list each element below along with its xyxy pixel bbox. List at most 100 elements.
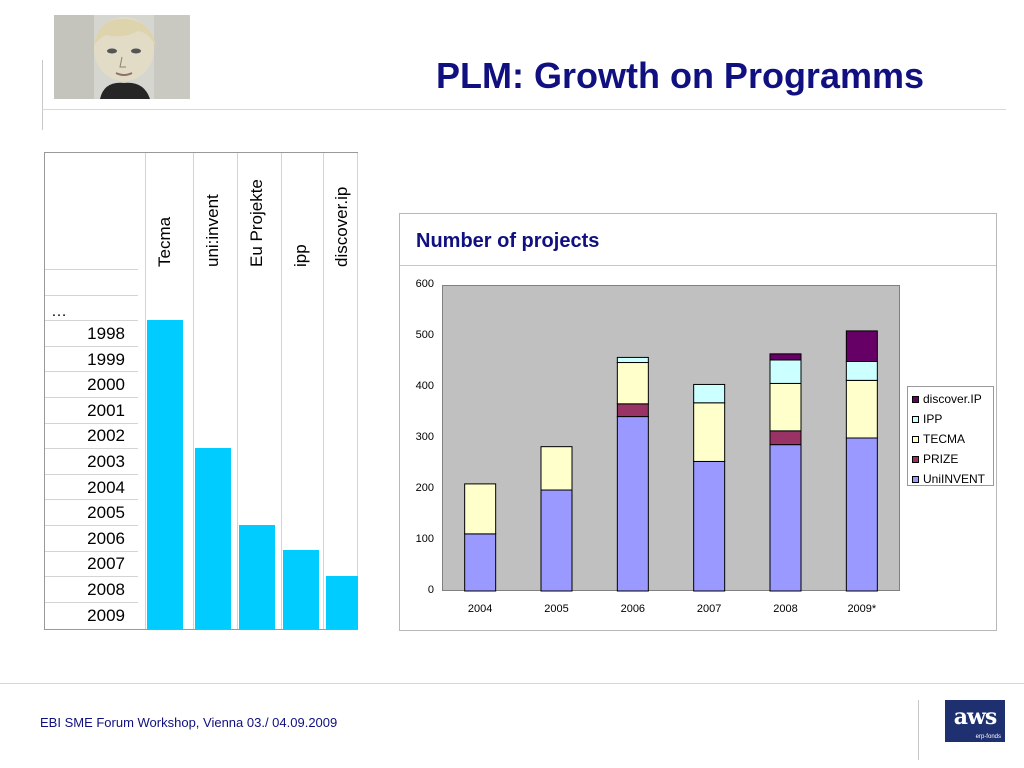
legend-swatch — [912, 396, 919, 403]
table-column-divider — [357, 153, 358, 629]
table-gridline — [45, 601, 138, 603]
year-row-label: 2007 — [87, 554, 125, 574]
y-tick-label: 400 — [415, 380, 434, 392]
table-gridline — [45, 525, 138, 526]
table-gridline — [45, 294, 138, 296]
table-gridline — [45, 269, 138, 270]
table-column-divider — [237, 153, 238, 629]
year-row-label: 2008 — [87, 580, 125, 599]
bar-segment — [693, 460, 726, 592]
bar-segment — [540, 446, 573, 491]
table-gridline — [45, 499, 138, 501]
program-header-uni-invent: uni:invent — [203, 194, 222, 267]
chart-title: Number of projects — [416, 230, 600, 252]
year-row-label: 1999 — [87, 349, 125, 369]
aws-logo: aws erp-fonds — [945, 700, 1005, 742]
program-bar — [326, 576, 358, 629]
legend-item: UniINVENT — [912, 471, 985, 487]
legend-label: TECMA — [923, 432, 965, 446]
program-header-discover-ip: discover.ip — [332, 186, 351, 267]
bar-segment — [769, 444, 802, 592]
y-tick-label: 0 — [427, 584, 434, 596]
table-gridline — [45, 473, 138, 475]
footer-divider-vertical — [918, 700, 919, 760]
header-divider-vertical — [42, 60, 43, 130]
slide-title: PLM: Growth on Programms — [435, 55, 925, 96]
bar-segment — [464, 483, 497, 535]
legend-label: IPP — [923, 412, 943, 426]
projects-chart-panel: Number of projects 0 100 200 300 400 500 600 2… — [399, 213, 997, 631]
x-tick-label: 2004 — [467, 603, 493, 615]
program-header-tecma: Tecma — [155, 216, 174, 267]
legend-item: PRIZE — [912, 451, 958, 467]
legend-item: discover.IP — [912, 391, 982, 407]
program-bar — [195, 448, 231, 629]
year-row-label: 2004 — [87, 477, 125, 497]
year-row-label: 2006 — [87, 528, 125, 548]
header-divider — [42, 109, 1006, 110]
x-tick-label: 2009* — [847, 603, 877, 615]
bar-segment — [845, 330, 878, 363]
bar-segment — [616, 416, 649, 592]
table-gridline — [45, 422, 138, 424]
logo-text: aws — [953, 704, 998, 730]
chart-legend: discover.IP IPP TECMA PRIZE UniINVENT — [907, 386, 994, 486]
bar-segment — [693, 402, 726, 462]
y-tick-label: 300 — [415, 431, 434, 443]
legend-label: PRIZE — [923, 452, 959, 466]
y-tick-label: 600 — [415, 278, 434, 290]
bar-segment — [616, 403, 649, 418]
program-header-eu-projekte: Eu Projekte — [247, 179, 266, 267]
table-gridline — [45, 550, 138, 552]
legend-swatch — [912, 456, 919, 463]
bar-segment — [845, 437, 878, 592]
year-row-label: 2009 — [87, 605, 125, 625]
legend-item: TECMA — [912, 431, 965, 447]
bar-segment — [464, 533, 497, 592]
table-column-divider — [281, 153, 282, 629]
year-row-label: 1998 — [87, 324, 125, 343]
bar-segment — [616, 356, 649, 364]
y-tick-label: 500 — [415, 329, 434, 341]
table-gridline — [45, 345, 138, 347]
logo-subtext: erp-fonds — [975, 734, 1001, 740]
x-tick-label: 2006 — [620, 603, 646, 615]
bar-segment — [769, 359, 802, 384]
table-gridline — [45, 576, 138, 578]
row-ellipsis: … — [51, 303, 67, 320]
table-column-divider — [145, 153, 146, 629]
bar-segment — [769, 430, 802, 446]
portrait-photo — [54, 15, 190, 99]
bar-segment — [769, 382, 802, 432]
year-row-label: 2002 — [87, 426, 125, 446]
x-tick-label: 2007 — [696, 603, 722, 615]
table-gridline — [45, 371, 138, 373]
legend-label: UniINVENT — [923, 472, 986, 486]
table-column-divider — [193, 153, 194, 629]
y-tick-label: 200 — [415, 482, 434, 494]
bar-segment — [845, 361, 878, 381]
x-tick-label: 2008 — [773, 603, 798, 615]
bar-segment — [693, 383, 726, 404]
table-gridline — [45, 320, 138, 322]
y-tick-label: 100 — [415, 533, 434, 545]
table-gridline — [45, 448, 138, 450]
portrait-image — [54, 15, 190, 99]
chart-title-divider — [400, 265, 996, 266]
plot-area — [442, 285, 900, 591]
legend-item: IPP — [912, 411, 942, 427]
year-row-label: 2001 — [87, 400, 125, 420]
bar-segment — [616, 362, 649, 405]
program-bar — [147, 320, 183, 629]
legend-label: discover.IP — [923, 392, 982, 406]
program-timeline-table: … 1998 1999 2000 2001 2002 2003 2004 2005 2006 20… — [44, 152, 358, 630]
x-tick-label: 2005 — [544, 603, 569, 615]
program-bar — [283, 550, 319, 629]
year-row-label: 2000 — [87, 375, 125, 395]
footer-text: EBI SME Forum Workshop, Vienna 03./ 04.0… — [40, 715, 338, 730]
legend-swatch — [912, 436, 919, 443]
footer-divider — [0, 683, 1024, 684]
year-row-label: 2003 — [87, 452, 125, 471]
stacked-bar-chart — [464, 330, 878, 592]
table-gridline — [45, 397, 138, 398]
